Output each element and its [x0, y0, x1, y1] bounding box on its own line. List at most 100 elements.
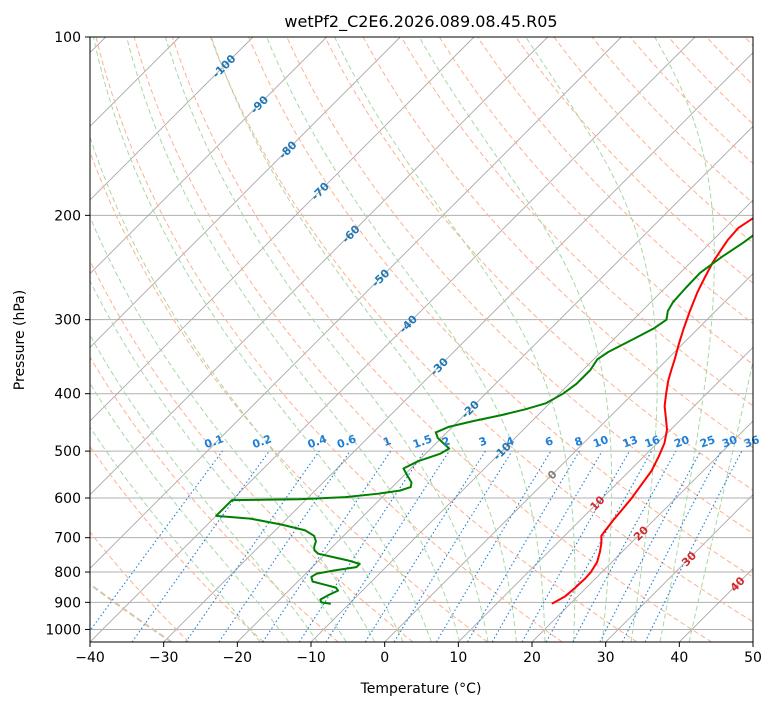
dry-adiabat-line: [362, 37, 753, 449]
mixing-ratio-label: 25: [698, 433, 717, 450]
dry-adiabat-line: [744, 37, 753, 47]
moist-adiabat-line: [654, 37, 715, 642]
moist-adiabat-line: [90, 382, 290, 642]
mixing-ratio-label: 10: [591, 433, 610, 451]
mixing-ratio-label: 0.6: [335, 432, 358, 451]
dry-adiabat-line: [248, 37, 753, 578]
y-tick-label: 200: [54, 208, 81, 224]
mixing-ratio-label: 6: [543, 434, 555, 449]
isotherm-label: -30: [428, 355, 451, 378]
mixing-ratio-label: 4: [504, 434, 516, 449]
temperature-profile: [551, 217, 753, 605]
isotherm-line: [90, 37, 696, 642]
y-tick-label: 900: [54, 595, 81, 611]
x-axis-label: Temperature (°C): [360, 681, 482, 697]
dewpoint-profile: [215, 234, 753, 605]
mixing-ratio-label: 3: [477, 434, 489, 449]
mixing-ratio-label: 0.2: [251, 432, 274, 451]
x-tick-label: 10: [449, 650, 467, 666]
dry-adiabat-line: [477, 37, 753, 325]
isotherm-line: [90, 37, 475, 422]
x-tick-label: −40: [75, 650, 105, 666]
isotherm-label: -50: [369, 266, 392, 289]
isotherm-line: [90, 37, 401, 348]
x-tick-label: −20: [223, 650, 253, 666]
mixing-ratio-line: [325, 450, 450, 642]
isotherm-line: [90, 37, 548, 496]
mixing-ratio-label: 20: [672, 433, 691, 451]
isotherm-line: [237, 125, 753, 642]
dry-adiabat-line: [591, 37, 753, 204]
moist-adiabat-line: [126, 37, 461, 642]
mixing-ratio-line: [90, 450, 223, 632]
dry-adiabat-line: [706, 37, 753, 86]
dry-adiabat-label: 40: [728, 574, 748, 594]
isotherm-label: -100: [210, 52, 239, 81]
dendritic-curve: [90, 582, 173, 642]
mixing-ratio-label: 16: [643, 433, 662, 451]
y-tick-label: 400: [54, 387, 81, 403]
dry-adiabat-line: [133, 37, 638, 642]
moist-adiabat-line: [210, 37, 517, 642]
mixing-ratio-line: [218, 450, 351, 642]
isotherm-label: -70: [309, 180, 332, 203]
dry-adiabat-line: [90, 445, 264, 642]
mixing-ratio-line: [435, 450, 552, 642]
dry-adiabat-line: [210, 37, 753, 623]
isotherm-label: -40: [397, 312, 420, 335]
moist-adiabat-line: [418, 37, 613, 642]
dry-adiabat-line: [171, 37, 712, 642]
y-tick-label: 500: [54, 444, 81, 460]
isotherm-line: [384, 273, 753, 642]
dry-adiabat-line: [400, 37, 753, 407]
moist-adiabat-line: [334, 37, 576, 642]
zero-isotherm-label: 0: [545, 467, 560, 482]
y-axis-label: Pressure (hPa): [12, 290, 28, 390]
dry-adiabat-line: [515, 37, 753, 284]
mixing-ratio-label: 0.1: [203, 432, 226, 451]
mixing-ratio-line: [131, 450, 270, 642]
y-tick-label: 1000: [45, 622, 81, 638]
x-tick-label: 50: [744, 650, 762, 666]
moist-adiabat-line: [90, 135, 404, 642]
line-labels: -100-90-80-70-60-50-40-30-20-10010203040…: [203, 52, 762, 594]
x-tick-label: 30: [597, 650, 615, 666]
dry-adiabat-line: [90, 259, 414, 642]
moist-adiabat-line: [266, 37, 546, 642]
isotherm-line: [679, 567, 753, 642]
mixing-ratio-line: [521, 450, 630, 642]
mixing-ratio-line: [185, 450, 320, 642]
mixing-ratio-line: [621, 450, 722, 642]
mixing-ratio-label: 1: [381, 434, 393, 449]
y-axis-ticks: 100 200 300 400 500 600 700 800 900 1000: [45, 30, 90, 638]
moist-adiabat-line: [90, 426, 261, 642]
mixing-ratio-label: 36: [742, 433, 761, 451]
mixing-ratio-line: [545, 450, 653, 642]
x-tick-label: −10: [296, 650, 326, 666]
mixing-ratio-line: [572, 450, 677, 642]
chart-title: wetPf2_C2E6.2026.089.08.45.R05: [284, 12, 557, 32]
dry-adiabat-line: [90, 531, 190, 642]
isotherm-line: [90, 37, 254, 201]
isotherm-label: -80: [276, 138, 299, 161]
y-tick-label: 300: [54, 313, 81, 329]
isotherm-line: [458, 346, 753, 642]
dry-adiabat-label: 20: [631, 523, 651, 543]
moist-adiabat-line: [688, 358, 753, 642]
y-tick-label: 800: [54, 565, 81, 581]
mixing-ratio-label: 30: [720, 433, 739, 451]
mixing-ratio-line: [599, 450, 702, 642]
profiles: [215, 217, 753, 605]
mixing-ratio-label: 8: [573, 434, 585, 449]
isotherm-line: [531, 420, 753, 642]
plot-frame: [89, 36, 754, 643]
dry-adiabat-line: [95, 37, 563, 642]
moist-adiabat-line: [90, 334, 319, 642]
isotherm-line: [90, 37, 622, 569]
mixing-ratio-label: 2: [440, 434, 452, 449]
y-tick-label: 100: [54, 30, 81, 46]
x-tick-label: −30: [149, 650, 179, 666]
isotherm-line: [310, 199, 753, 642]
moist-adiabat-line: [164, 37, 489, 642]
